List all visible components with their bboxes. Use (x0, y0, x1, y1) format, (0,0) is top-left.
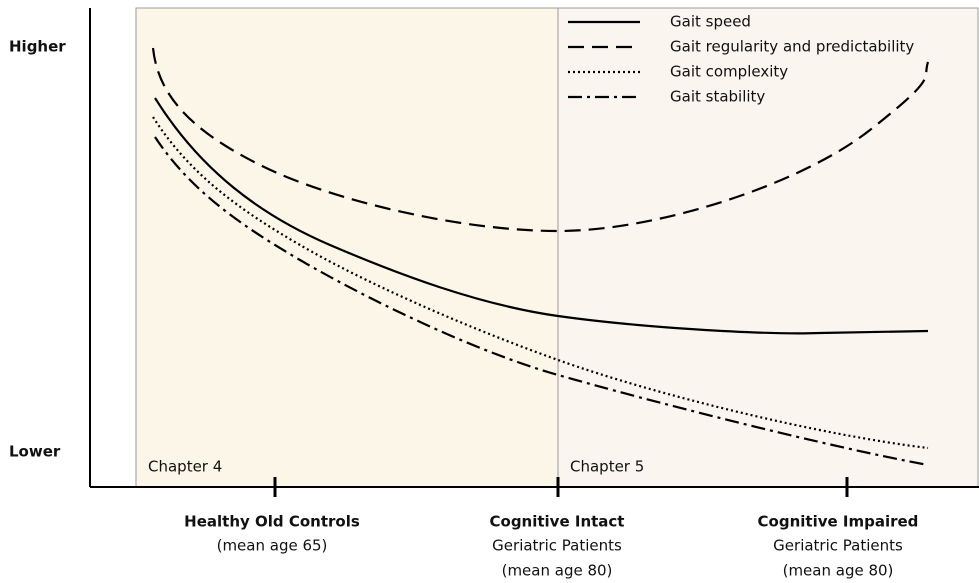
legend-label: Gait regularity and predictability (670, 38, 914, 56)
x-group-line: (mean age 80) (502, 562, 613, 580)
x-group-line: Geriatric Patients (773, 537, 903, 555)
x-group-title: Cognitive Intact (490, 513, 625, 531)
legend-label: Gait speed (670, 13, 751, 31)
curve-speed (154, 97, 929, 335)
x-group-title: Cognitive Impaired (758, 513, 919, 531)
legend-label: Gait stability (670, 88, 765, 106)
region-label: Chapter 5 (570, 458, 644, 476)
y-label-top: Higher (9, 38, 66, 56)
x-group-line: Geriatric Patients (492, 537, 622, 555)
legend-label: Gait complexity (670, 63, 788, 81)
curve-complexity (152, 116, 929, 450)
region-label: Chapter 4 (148, 458, 222, 476)
x-group-line: (mean age 65) (217, 537, 328, 555)
region-chapter-4 (135, 7, 559, 488)
curve-regularity (151, 47, 930, 233)
x-group-line: (mean age 80) (783, 562, 894, 580)
region-chapter-5 (557, 7, 979, 488)
x-group-title: Healthy Old Controls (184, 513, 360, 531)
curve-stability (154, 136, 929, 467)
y-label-bottom: Lower (9, 443, 61, 461)
legend: Gait speed Gait regularity and predictab… (568, 13, 914, 106)
